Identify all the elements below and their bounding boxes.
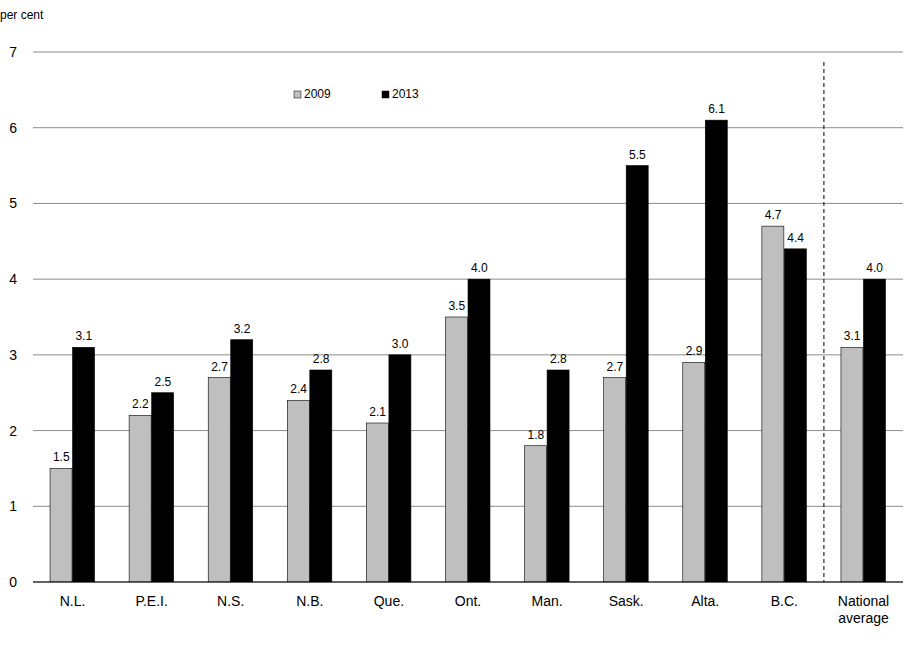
bar <box>683 362 705 582</box>
bar <box>50 468 72 582</box>
data-label: 1.8 <box>527 428 544 442</box>
bar <box>231 340 253 582</box>
data-label: 2.9 <box>686 344 703 358</box>
data-label: 2.4 <box>290 382 307 396</box>
x-tick-label: Que. <box>374 593 404 609</box>
bar <box>446 317 468 582</box>
data-label: 2.7 <box>607 360 624 374</box>
bar <box>208 378 230 582</box>
bar <box>129 415 151 582</box>
bars <box>50 120 885 582</box>
data-label: 3.1 <box>75 329 92 343</box>
x-axis-line <box>33 582 903 583</box>
x-tick-label: Nationalaverage <box>838 593 889 626</box>
bar <box>525 446 547 582</box>
x-tick-label: N.S. <box>217 593 244 609</box>
y-axis-label: per cent <box>0 8 44 22</box>
x-tick-label-line: National <box>838 593 889 609</box>
x-tick-label: N.L. <box>60 593 86 609</box>
bar <box>366 423 388 582</box>
bar <box>841 347 863 582</box>
x-tick-label: B.C. <box>771 593 798 609</box>
y-tick-label: 1 <box>9 498 17 514</box>
x-tick-label-line: average <box>838 610 889 626</box>
bar <box>468 279 490 582</box>
bar <box>626 166 648 582</box>
bar <box>389 355 411 582</box>
x-tick-label: Man. <box>532 593 563 609</box>
data-label: 3.2 <box>234 322 251 336</box>
legend-swatch <box>382 91 389 98</box>
y-tick-label: 7 <box>9 44 17 60</box>
x-tick-label: Sask. <box>609 593 644 609</box>
data-label: 2.2 <box>132 397 149 411</box>
data-label: 2.5 <box>155 375 172 389</box>
bar <box>604 378 626 582</box>
x-tick-label: P.E.I. <box>135 593 167 609</box>
data-label: 6.1 <box>708 102 725 116</box>
x-tick-label: N.B. <box>296 593 323 609</box>
y-tick-label: 5 <box>9 195 17 211</box>
x-tick-label: Alta. <box>691 593 719 609</box>
bar <box>152 393 174 582</box>
bar <box>287 400 309 582</box>
y-tick-label: 3 <box>9 347 17 363</box>
data-label: 3.1 <box>844 329 861 343</box>
data-label: 1.5 <box>53 450 70 464</box>
grid-line <box>33 203 903 204</box>
grid-line <box>33 582 903 583</box>
bar <box>784 249 806 582</box>
data-label: 4.0 <box>866 261 883 275</box>
data-label: 4.0 <box>471 261 488 275</box>
bar <box>705 120 727 582</box>
data-label: 5.5 <box>629 148 646 162</box>
data-label: 2.8 <box>550 352 567 366</box>
y-tick-label: 6 <box>9 120 17 136</box>
legend-label: 2009 <box>304 87 331 101</box>
grid-line <box>33 52 903 53</box>
bar <box>310 370 332 582</box>
separator <box>823 62 824 582</box>
data-label: 4.4 <box>787 231 804 245</box>
legend-label: 2013 <box>392 87 419 101</box>
y-tick-label: 4 <box>9 271 17 287</box>
data-label: 3.5 <box>448 299 465 313</box>
data-label: 3.0 <box>392 337 409 351</box>
bar <box>73 347 95 582</box>
y-tick-label: 0 <box>9 574 17 590</box>
data-label: 2.7 <box>211 360 228 374</box>
legend-swatch <box>294 91 301 98</box>
bar <box>863 279 885 582</box>
y-axis-line <box>33 52 34 582</box>
data-label: 4.7 <box>765 208 782 222</box>
bar <box>547 370 569 582</box>
bar <box>762 226 784 582</box>
chart: per cent 0 1 2 3 4 5 6 7 1.5 2.2 2.7 2.4 2.1 3.5 1.8 2.7… <box>0 0 910 661</box>
data-label: 2.8 <box>313 352 330 366</box>
data-label: 2.1 <box>369 405 386 419</box>
y-tick-label: 2 <box>9 423 17 439</box>
grid-line <box>33 127 903 128</box>
x-tick-label: Ont. <box>455 593 481 609</box>
